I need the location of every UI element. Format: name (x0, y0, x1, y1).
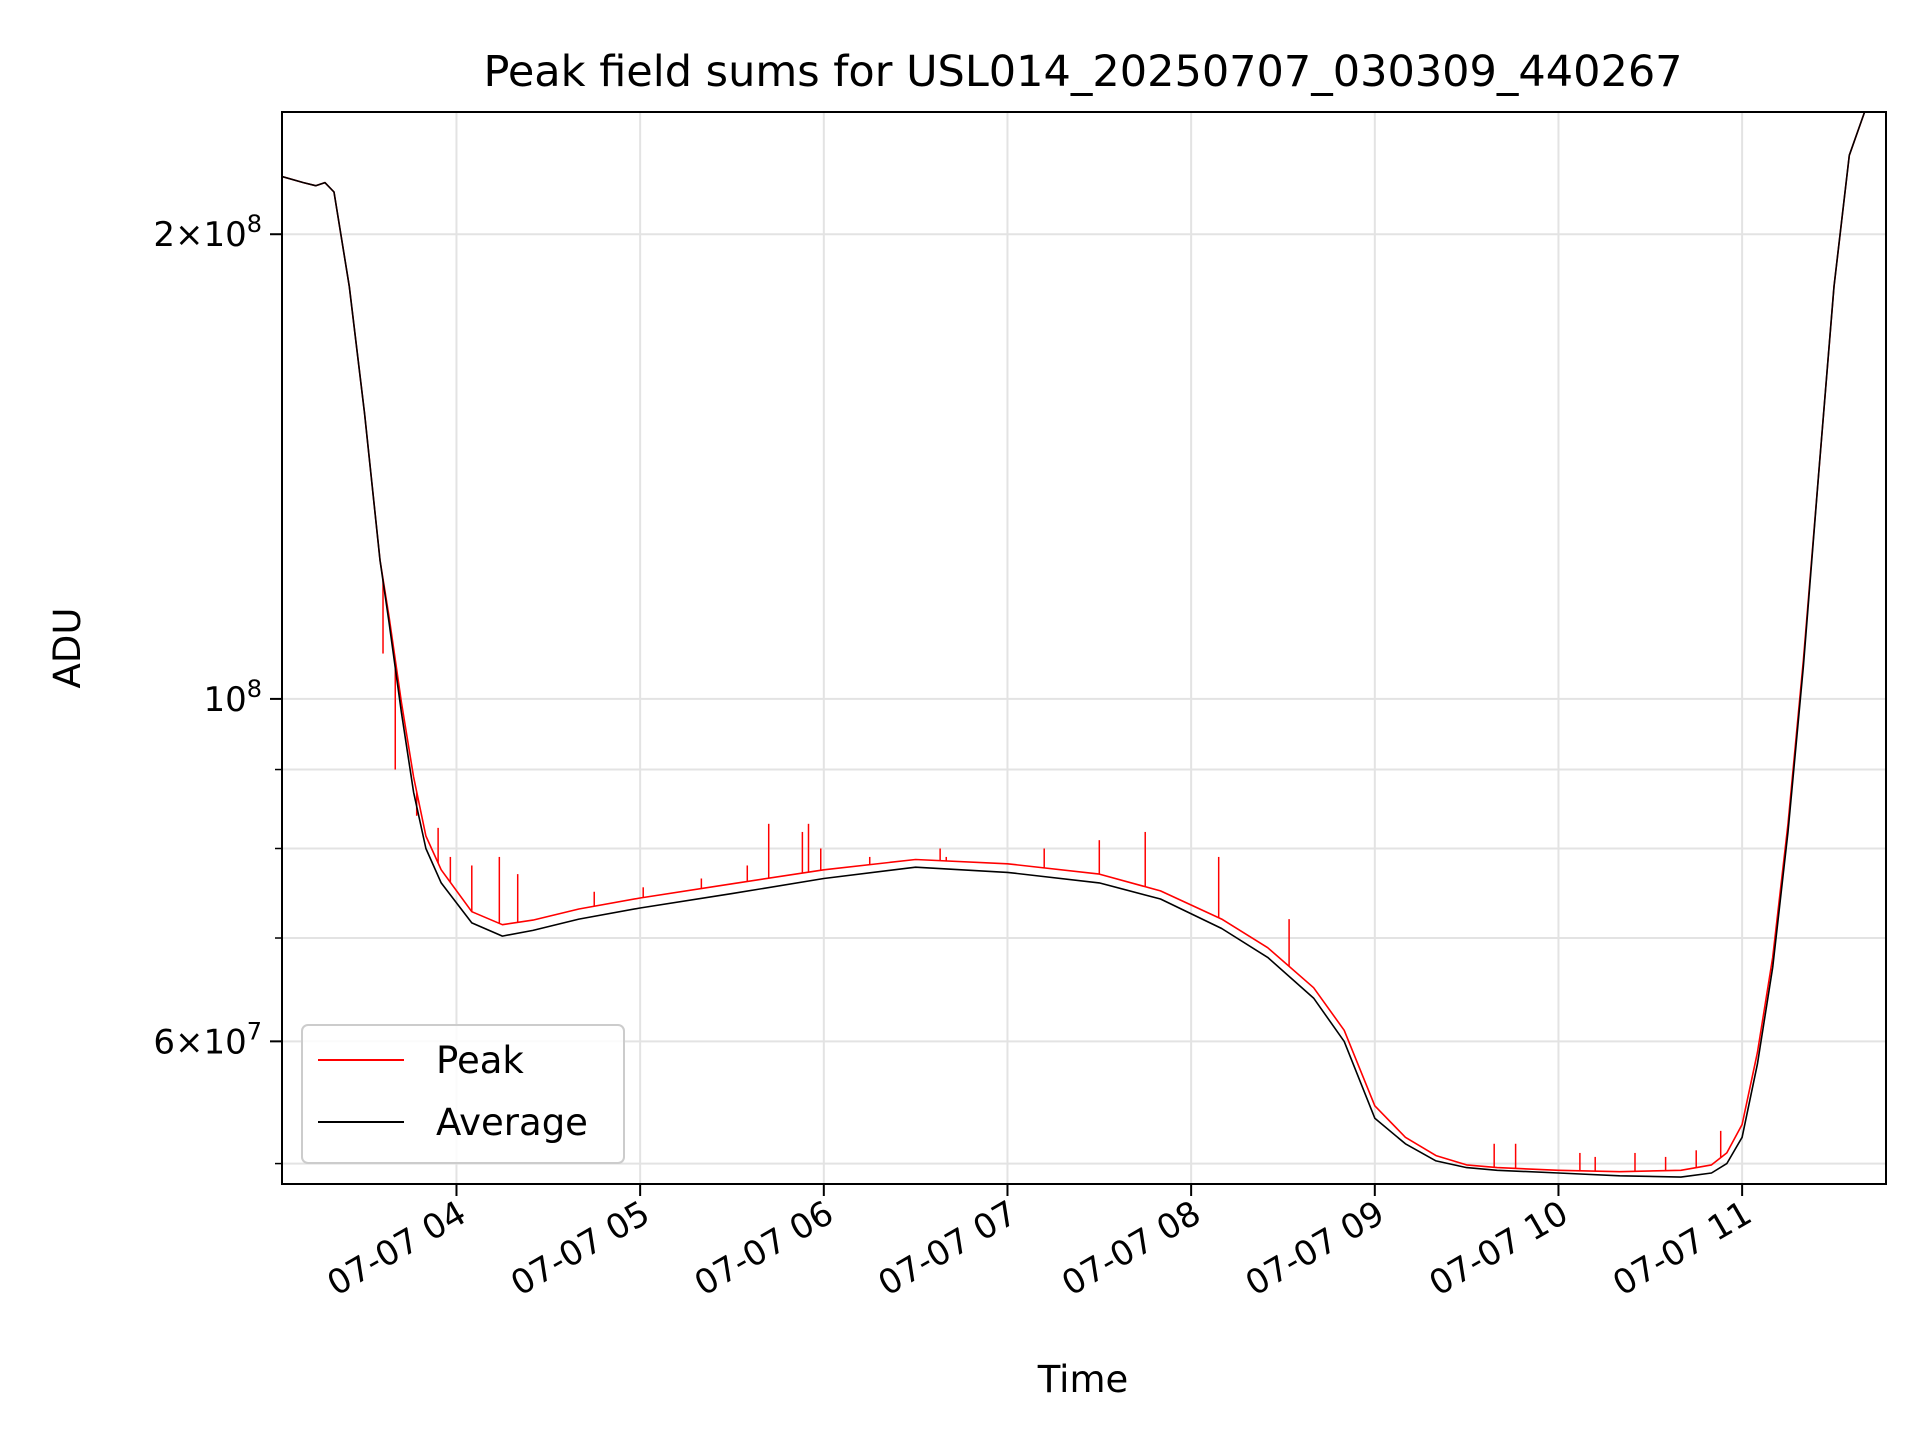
chart-title: Peak field sums for USL014_20250707_0303… (483, 47, 1682, 97)
y-tick-label: 2×108 (153, 210, 262, 255)
y-tick-label: 6×107 (153, 1017, 262, 1062)
plot-frame (281, 111, 1887, 1185)
series-average-line (282, 112, 1886, 1178)
legend: Peak Average (301, 1024, 625, 1164)
y-axis-label: ADU (46, 608, 89, 689)
y-axis: 2×108 108 6×107 (153, 210, 282, 1165)
legend-label-average: Average (436, 1101, 588, 1144)
x-axis-label: Time (1037, 1358, 1129, 1401)
legend-label-peak: Peak (436, 1039, 524, 1082)
y-tick-label: 108 (203, 675, 262, 720)
series-layer (282, 112, 1886, 1178)
